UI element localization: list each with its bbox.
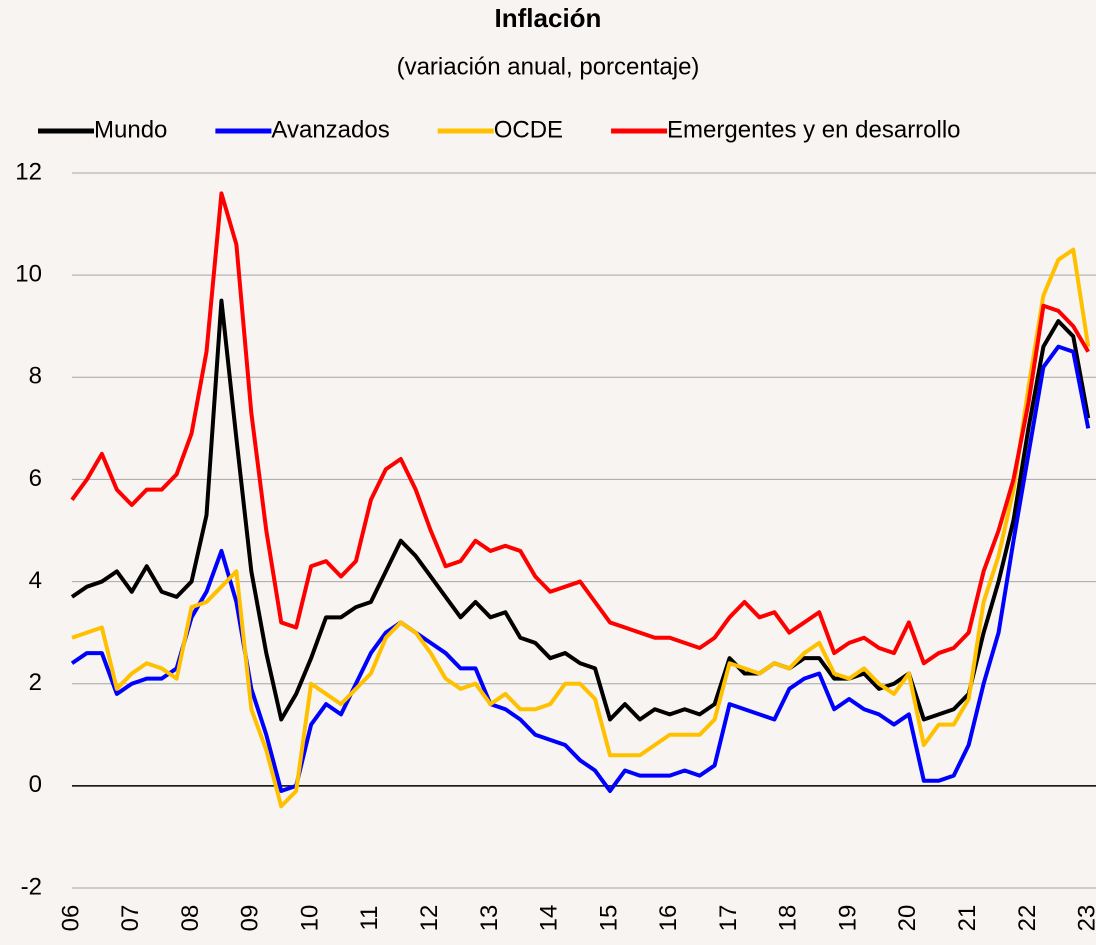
x-tick-label: 09 [237, 905, 264, 932]
x-tick-label: 16 [655, 905, 682, 932]
y-tick-label: 0 [29, 771, 42, 798]
x-tick-label: 15 [595, 905, 622, 932]
legend-label: Emergentes y en desarrollo [667, 116, 960, 143]
y-tick-label: 12 [15, 158, 42, 185]
x-tick-label: 08 [177, 905, 204, 932]
x-tick-label: 22 [1014, 905, 1041, 932]
x-tick-label: 14 [536, 905, 563, 932]
x-tick-label: 19 [834, 905, 861, 932]
x-tick-label: 18 [775, 905, 802, 932]
x-tick-label: 12 [416, 905, 443, 932]
x-tick-label: 11 [356, 906, 383, 931]
series-line [70, 191, 1090, 666]
chart-subtitle: (variación anual, porcentaje) [397, 53, 700, 80]
x-tick-label: 23 [1074, 905, 1096, 932]
y-tick-label: 8 [29, 363, 42, 390]
y-tick-label: 10 [15, 260, 42, 287]
series-line [71, 247, 1091, 809]
y-tick-label: 4 [29, 567, 42, 594]
series-line [70, 298, 1091, 722]
x-tick-label: 10 [296, 905, 323, 932]
x-tick-label: 13 [476, 905, 503, 932]
y-tick-label: 6 [29, 465, 42, 492]
x-tick-label: 17 [715, 905, 742, 932]
x-tick-label: 06 [57, 905, 84, 932]
legend-label: Avanzados [271, 116, 389, 143]
legend-label: OCDE [494, 116, 563, 143]
x-tick-label: 21 [954, 905, 981, 932]
x-tick-label: 07 [117, 905, 144, 932]
x-tick-label: 20 [894, 905, 921, 932]
legend-label: Mundo [94, 116, 167, 143]
y-tick-label: -2 [21, 873, 42, 900]
y-tick-label: 2 [29, 669, 42, 696]
chart-title: Inflación [495, 3, 602, 33]
